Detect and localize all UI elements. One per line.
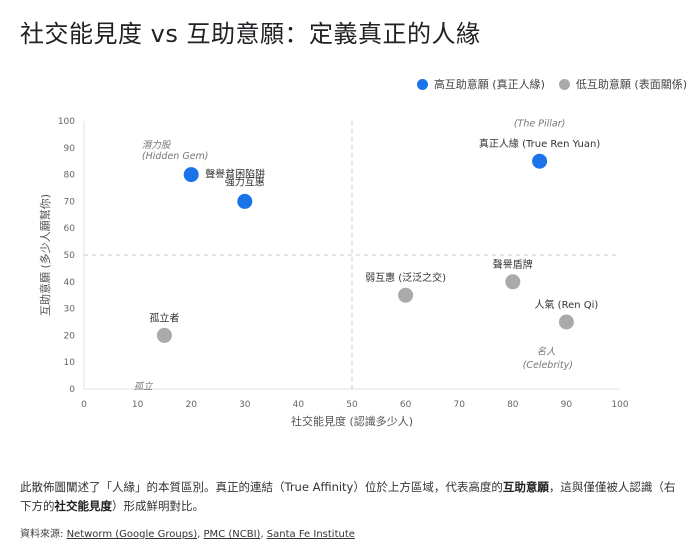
legend-item-low[interactable]: 低互助意願 (表面關係) bbox=[558, 76, 687, 92]
source-link-networm[interactable]: Networm (Google Groups) bbox=[66, 529, 198, 540]
chart-annotation: (Celebrity) bbox=[523, 360, 573, 371]
x-tick-label: 0 bbox=[81, 400, 87, 410]
x-tick-label: 90 bbox=[561, 400, 573, 410]
y-tick-label: 40 bbox=[64, 278, 76, 288]
page-title: 社交能見度 vs 互助意願：定義真正的人緣 bbox=[20, 20, 481, 48]
source-link-santafe[interactable]: Santa Fe Institute bbox=[266, 529, 355, 540]
x-tick-label: 80 bbox=[507, 400, 519, 410]
y-tick-label: 50 bbox=[64, 251, 76, 261]
x-tick-label: 50 bbox=[346, 400, 358, 410]
x-tick-label: 60 bbox=[400, 400, 412, 410]
y-tick-label: 30 bbox=[64, 305, 76, 315]
sources-line: 資料來源: Networm (Google Groups), PMC (NCBI… bbox=[20, 529, 355, 540]
data-point[interactable] bbox=[532, 153, 548, 169]
legend-label: 高互助意願 (真正人緣) bbox=[433, 78, 545, 91]
desc-text: ）形成鮮明對比。 bbox=[112, 499, 204, 513]
x-tick-label: 40 bbox=[293, 400, 305, 410]
source-link-pmc[interactable]: PMC (NCBI) bbox=[203, 529, 261, 540]
y-tick-label: 0 bbox=[69, 385, 75, 395]
y-tick-label: 90 bbox=[64, 144, 76, 154]
y-axis-title: 互助意願 (多少人願幫你) bbox=[38, 194, 52, 316]
y-tick-label: 70 bbox=[64, 197, 76, 207]
sources-label: 資料來源: bbox=[20, 529, 67, 540]
y-tick-label: 10 bbox=[64, 358, 76, 368]
scatter-chart: 0 10 20 30 40 50 60 70 80 90 100 0 10 20 30 40 50 60 70 80 9… bbox=[0, 100, 695, 440]
data-point-label: 人氣 (Ren Qi) bbox=[534, 298, 598, 311]
chart-description: 此散佈圖闡述了「人緣」的本質區別。真正的連結（True Affinity）位於上… bbox=[20, 478, 685, 516]
data-point[interactable] bbox=[505, 274, 521, 290]
data-point-label: 聲譽貧困陷阱 bbox=[205, 168, 265, 181]
data-point-label: 聲譽盾牌 bbox=[493, 258, 533, 271]
legend-label: 低互助意願 (表面關係) bbox=[575, 78, 687, 91]
chart-canvas: 0 10 20 30 40 50 60 70 80 90 100 0 10 20 30 40 50 60 70 80 9… bbox=[38, 117, 629, 428]
data-point[interactable] bbox=[156, 327, 172, 343]
legend-dot-blue-icon bbox=[416, 78, 428, 90]
data-point[interactable] bbox=[558, 314, 574, 330]
chart-annotation: (The Pillar) bbox=[514, 119, 565, 130]
chart-annotation: 孤立 bbox=[134, 380, 155, 392]
y-tick-label: 100 bbox=[58, 117, 75, 127]
legend-item-high[interactable]: 高互助意願 (真正人緣) bbox=[416, 76, 545, 92]
desc-bold: 互助意願 bbox=[502, 480, 549, 494]
desc-bold: 社交能見度 bbox=[54, 499, 113, 513]
data-point-label: 真正人緣 (True Ren Yuan) bbox=[479, 137, 600, 150]
data-point-label: 孤立者 bbox=[149, 311, 179, 324]
x-tick-label: 100 bbox=[611, 400, 628, 410]
chart-annotation: (Hidden Gem) bbox=[142, 151, 209, 162]
x-tick-label: 20 bbox=[185, 400, 197, 410]
x-tick-label: 70 bbox=[453, 400, 465, 410]
desc-text: 此散佈圖闡述了「人緣」的本質區別。真正的連結（True Affinity）位於上… bbox=[20, 480, 503, 494]
x-tick-label: 10 bbox=[132, 400, 144, 410]
data-point-label: 弱互惠 (泛泛之交) bbox=[365, 271, 446, 284]
data-point-label: 強力互惠 bbox=[225, 175, 265, 188]
x-axis-title: 社交能見度 (認識多少人) bbox=[291, 414, 413, 428]
desc-text: ，這與僅僅被人認識（右下方的 bbox=[20, 480, 676, 513]
y-tick-label: 60 bbox=[64, 224, 76, 234]
y-tick-label: 20 bbox=[64, 331, 76, 341]
chart-annotation: 名人 bbox=[537, 345, 557, 357]
chart-legend: 高互助意願 (真正人緣) 低互助意願 (表面關係) bbox=[416, 76, 687, 92]
data-point[interactable] bbox=[398, 287, 414, 303]
data-point[interactable] bbox=[183, 167, 199, 183]
legend-dot-gray-icon bbox=[558, 78, 570, 90]
x-tick-label: 30 bbox=[239, 400, 251, 410]
data-point[interactable] bbox=[237, 193, 253, 209]
chart-annotation: 潛力股 bbox=[142, 140, 172, 151]
y-tick-label: 80 bbox=[64, 171, 76, 181]
